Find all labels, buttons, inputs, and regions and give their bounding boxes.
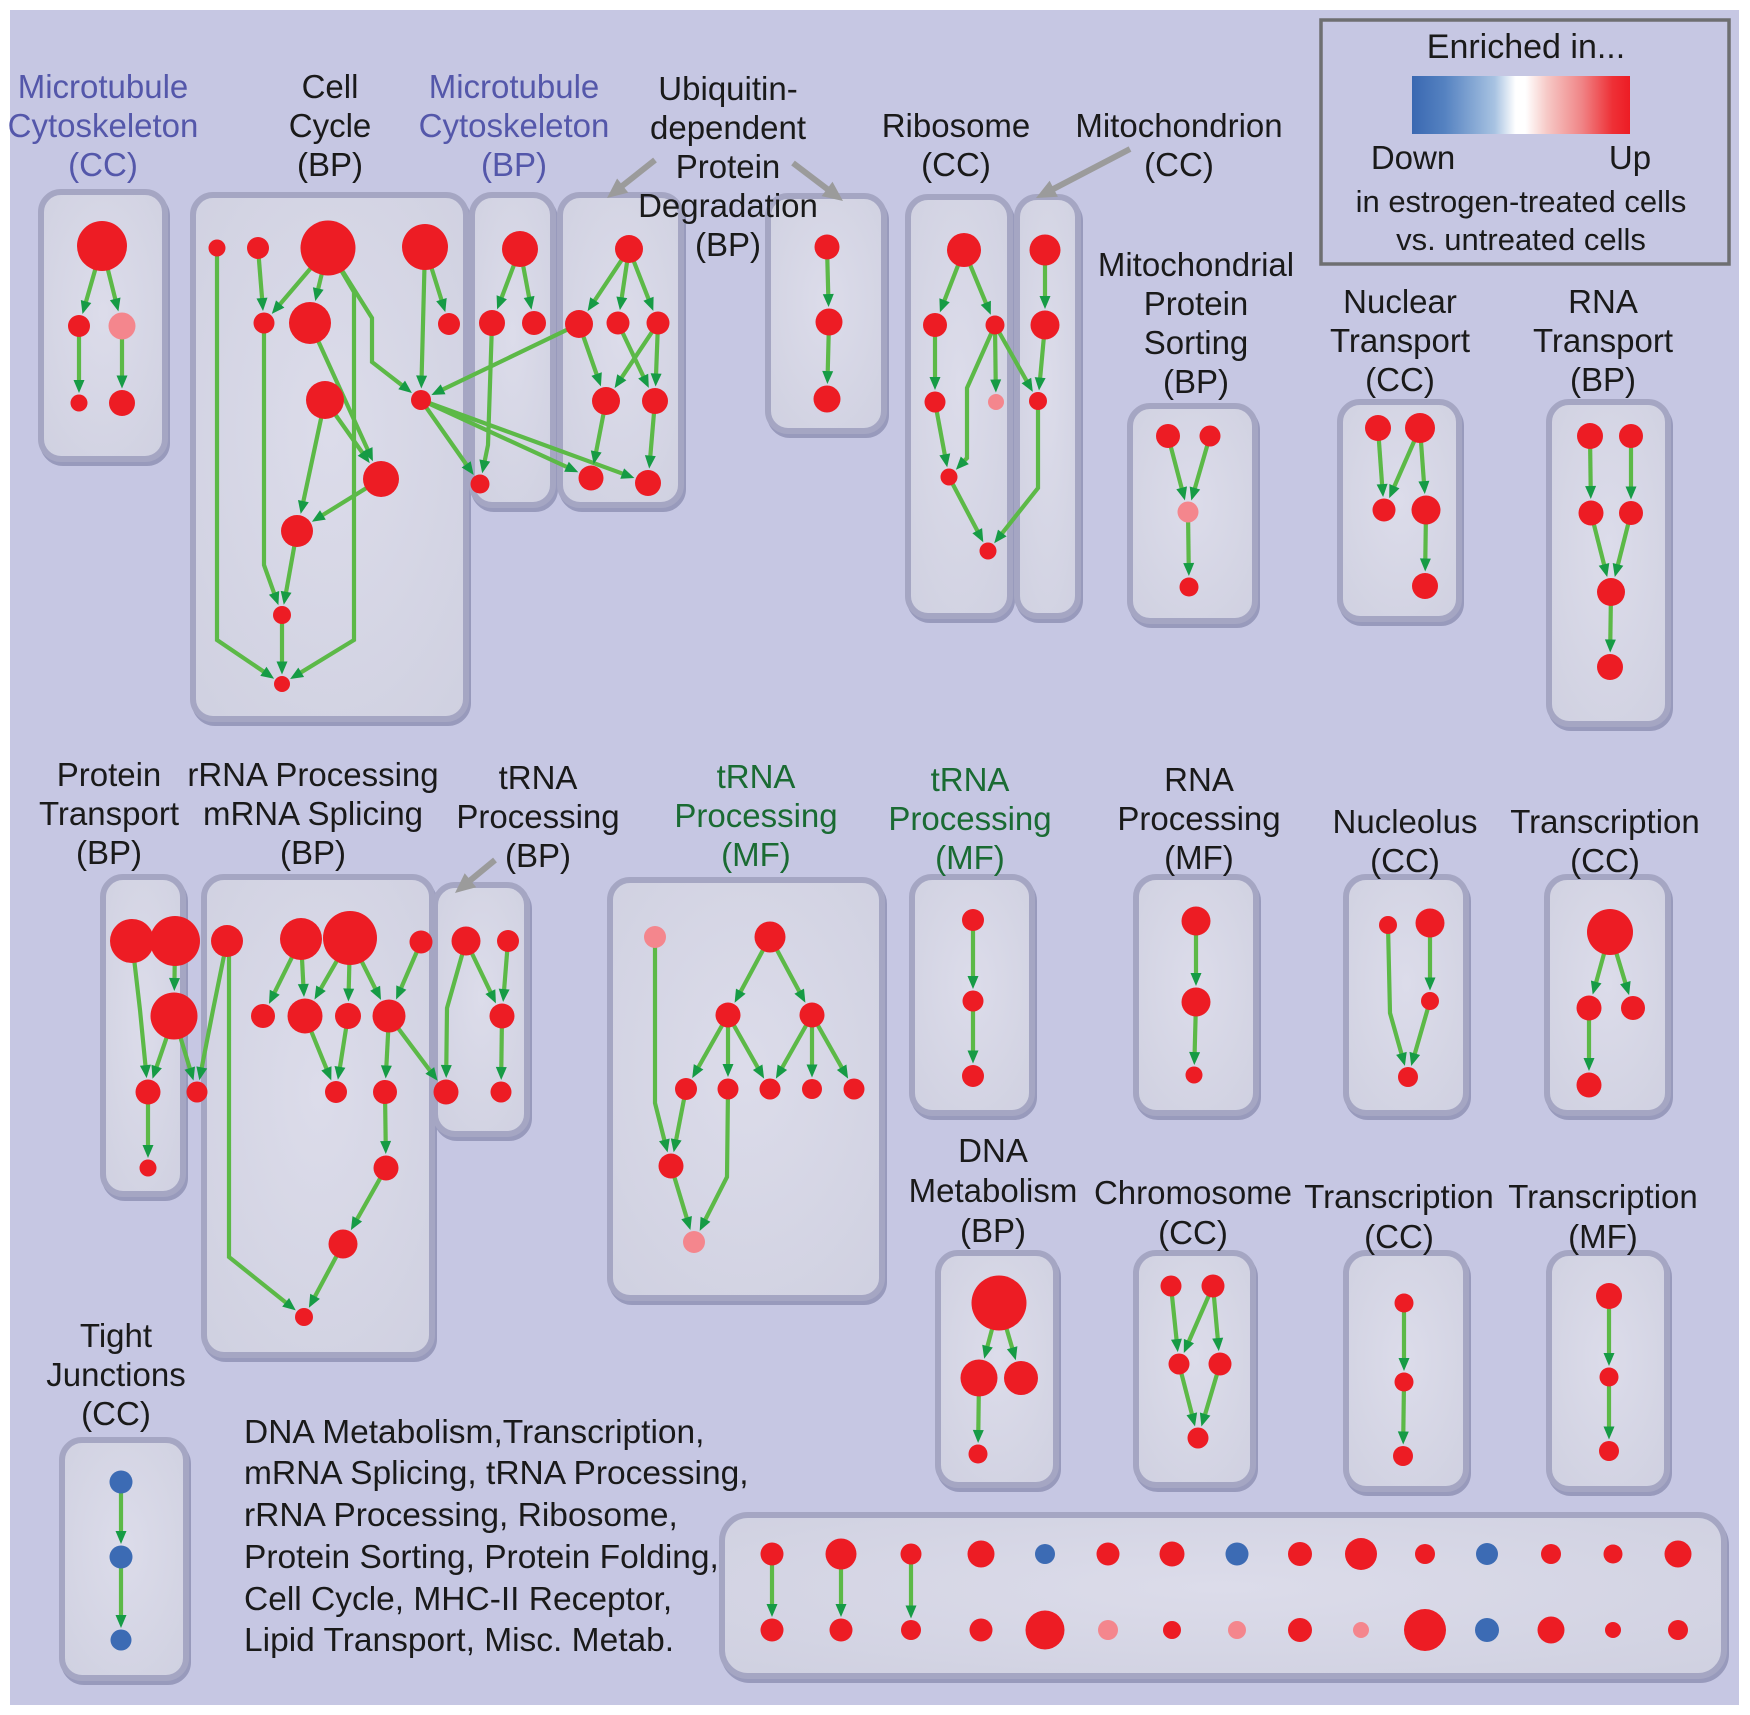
svg-text:Protein Sorting, Protein Foldi: Protein Sorting, Protein Folding, [244,1539,719,1576]
svg-text:Protein: Protein [676,148,781,185]
svg-text:(BP): (BP) [481,146,547,183]
svg-text:Processing: Processing [456,798,619,835]
svg-text:Sorting: Sorting [1144,324,1249,361]
svg-text:(CC): (CC) [1144,146,1214,183]
svg-text:Microtubule: Microtubule [18,68,189,105]
svg-text:(BP): (BP) [505,837,571,874]
svg-text:RNA: RNA [1568,283,1638,320]
svg-text:DNA Metabolism,Transcription,: DNA Metabolism,Transcription, [244,1414,704,1451]
svg-text:Transport: Transport [1533,322,1673,359]
svg-text:(BP): (BP) [1163,363,1229,400]
svg-text:Tight: Tight [80,1317,152,1354]
svg-text:Ubiquitin-: Ubiquitin- [658,70,797,107]
svg-text:Lipid Transport, Misc. Metab.: Lipid Transport, Misc. Metab. [244,1622,674,1659]
svg-text:Processing: Processing [888,800,1051,837]
svg-text:Transcription: Transcription [1304,1178,1494,1215]
svg-text:Cytoskeleton: Cytoskeleton [419,107,610,144]
svg-text:(CC): (CC) [1158,1214,1228,1251]
svg-text:(BP): (BP) [960,1212,1026,1249]
svg-text:RNA: RNA [1164,761,1234,798]
svg-text:(BP): (BP) [280,834,346,871]
svg-text:Processing: Processing [1117,800,1280,837]
svg-text:Mitochondrial: Mitochondrial [1098,246,1294,283]
svg-text:tRNA: tRNA [931,761,1010,798]
svg-text:(BP): (BP) [297,146,363,183]
svg-text:Degradation: Degradation [638,187,818,224]
svg-text:tRNA: tRNA [499,759,578,796]
svg-text:vs. untreated cells: vs. untreated cells [1396,222,1646,257]
svg-text:Transcription: Transcription [1510,803,1700,840]
svg-text:(MF): (MF) [721,836,791,873]
svg-text:(BP): (BP) [695,226,761,263]
svg-text:(CC): (CC) [1365,361,1435,398]
svg-text:Protein: Protein [57,756,162,793]
svg-text:DNA: DNA [958,1132,1028,1169]
svg-text:Junctions: Junctions [46,1356,185,1393]
svg-text:(CC): (CC) [1364,1218,1434,1255]
svg-text:Ribosome: Ribosome [882,107,1031,144]
svg-text:Protein: Protein [1144,285,1249,322]
svg-text:Microtubule: Microtubule [429,68,600,105]
svg-text:Down: Down [1371,139,1455,176]
svg-text:in estrogen-treated cells: in estrogen-treated cells [1356,184,1687,219]
svg-text:(CC): (CC) [1370,842,1440,879]
svg-text:Metabolism: Metabolism [909,1172,1078,1209]
svg-text:mRNA Splicing: mRNA Splicing [203,795,423,832]
svg-text:Nuclear: Nuclear [1343,283,1457,320]
svg-text:Up: Up [1609,139,1651,176]
svg-text:Nucleolus: Nucleolus [1333,803,1478,840]
svg-text:mRNA Splicing, tRNA Processing: mRNA Splicing, tRNA Processing, [244,1455,749,1492]
svg-text:(MF): (MF) [1164,839,1234,876]
svg-text:Transport: Transport [1330,322,1470,359]
svg-text:Transport: Transport [39,795,179,832]
svg-text:Cell Cycle, MHC-II Receptor,: Cell Cycle, MHC-II Receptor, [244,1581,672,1618]
svg-text:(MF): (MF) [935,839,1005,876]
svg-text:dependent: dependent [650,109,806,146]
svg-text:(BP): (BP) [76,834,142,871]
svg-text:Cytoskeleton: Cytoskeleton [8,107,199,144]
svg-text:(MF): (MF) [1568,1218,1638,1255]
svg-text:Enriched in...: Enriched in... [1427,28,1625,66]
svg-text:rRNA Processing: rRNA Processing [187,756,438,793]
svg-text:Chromosome: Chromosome [1094,1174,1292,1211]
svg-text:Transcription: Transcription [1508,1178,1698,1215]
svg-text:Cycle: Cycle [289,107,372,144]
svg-text:(CC): (CC) [921,146,991,183]
svg-text:(BP): (BP) [1570,361,1636,398]
svg-text:Mitochondrion: Mitochondrion [1075,107,1282,144]
svg-text:(CC): (CC) [81,1395,151,1432]
svg-text:tRNA: tRNA [717,758,796,795]
svg-text:rRNA Processing, Ribosome,: rRNA Processing, Ribosome, [244,1497,678,1534]
svg-text:(CC): (CC) [68,146,138,183]
svg-text:Cell: Cell [302,68,359,105]
svg-text:Processing: Processing [674,797,837,834]
svg-text:(CC): (CC) [1570,842,1640,879]
